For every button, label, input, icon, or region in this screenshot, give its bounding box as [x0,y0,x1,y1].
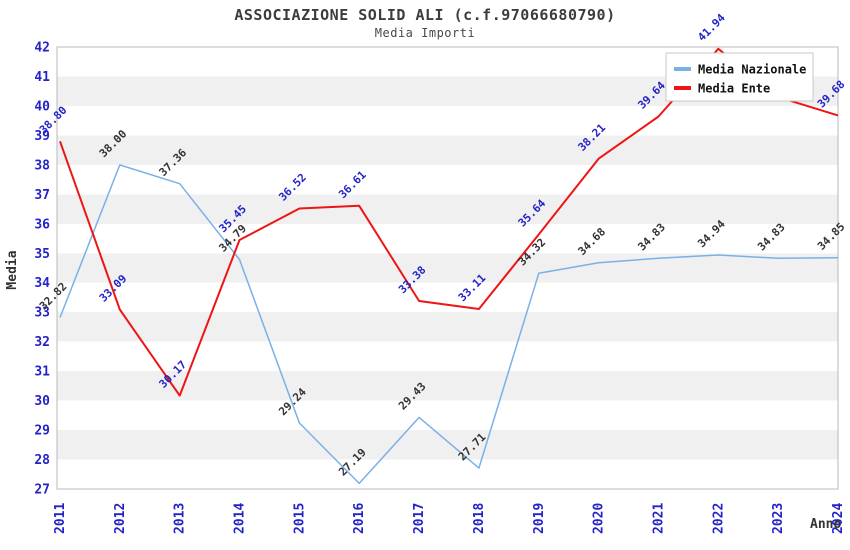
x-tick-label: 2013 [173,503,188,534]
x-tick-label: 2019 [532,503,547,534]
chart-subtitle: Media Importi [374,26,476,40]
y-tick-label: 29 [34,424,50,439]
x-tick-label: 2024 [831,503,846,534]
plot-bands [57,47,838,489]
plot-band [57,223,838,254]
plot-band [57,400,838,431]
plot-band [57,341,838,372]
x-tick-label: 2021 [651,503,666,534]
plot-border [56,46,839,490]
plot-band [57,164,838,195]
legend-label-nazionale: Media Nazionale [698,63,806,77]
legend: Media Nazionale Media Ente [665,52,814,102]
y-tick-label: 42 [34,41,50,56]
y-tick-label: 41 [34,70,50,85]
x-tick-label: 2022 [711,503,726,534]
plot-band [57,194,838,224]
legend-label-ente: Media Ente [698,82,770,96]
y-tick-label: 39 [34,129,50,144]
x-tick-label: 2020 [592,503,607,534]
plot-band [57,459,838,489]
plot-band [57,105,838,136]
x-tick-label: 2014 [233,503,248,534]
y-tick-label: 31 [34,365,50,380]
y-tick-label: 28 [34,453,50,468]
y-tick-label: 30 [34,394,50,409]
y-tick-label: 35 [34,247,50,262]
plot-band [57,253,838,283]
x-tick-label: 2017 [412,503,427,534]
y-tick-label: 33 [34,306,50,321]
plot-band [57,312,838,342]
y-tick-label: 32 [34,335,50,350]
x-axis-title: Anno [810,517,841,532]
plot-band [57,135,838,165]
chart-title: ASSOCIAZIONE SOLID ALI (c.f.97066680790) [234,6,616,24]
plot-band [57,430,838,460]
y-tick-label: 38 [34,158,50,173]
x-axis-ticks: 2011 2012 2013 2014 2015 2016 2017 2018 2019 2020… [53,503,846,534]
x-tick-label: 2011 [53,503,68,534]
y-tick-label: 36 [34,217,50,232]
x-tick-label: 2012 [113,503,128,534]
y-axis-title: Media [5,250,20,289]
x-tick-label: 2015 [292,503,307,534]
y-tick-label: 40 [34,99,50,114]
plot-band [57,282,838,313]
y-tick-label: 27 [34,483,50,498]
x-tick-label: 2018 [472,503,487,534]
legend-box [665,52,814,102]
x-tick-label: 2023 [771,503,786,534]
y-axis-ticks: 42 41 40 39 38 37 36 35 34 33 32 31 30 29 28 27 [34,41,50,498]
y-tick-label: 37 [34,188,50,203]
series-line-nazionale [59,164,839,485]
x-tick-label: 2016 [352,503,367,534]
y-tick-label: 34 [34,276,50,291]
